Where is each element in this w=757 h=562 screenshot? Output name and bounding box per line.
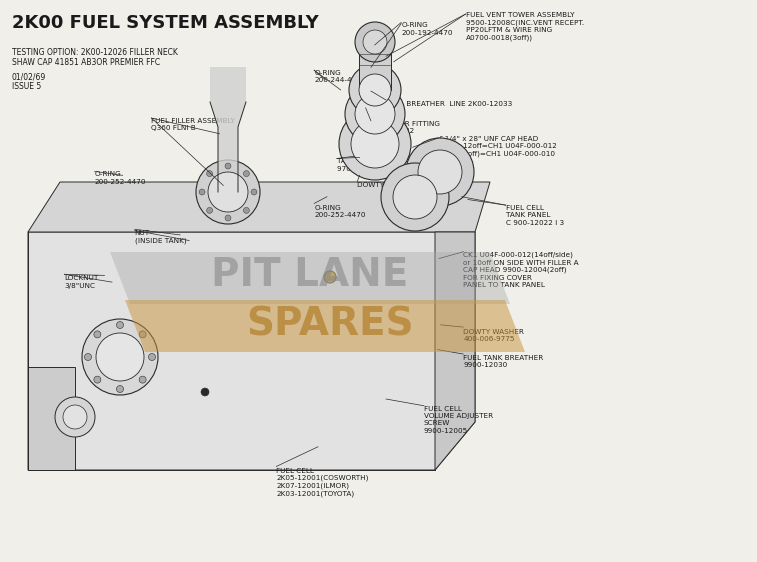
Circle shape [207, 171, 213, 176]
Circle shape [208, 172, 248, 212]
Circle shape [359, 74, 391, 106]
Text: O-RING
200-252-4470: O-RING 200-252-4470 [95, 171, 146, 185]
Circle shape [345, 84, 405, 144]
Text: 01/02/69: 01/02/69 [12, 72, 46, 81]
Circle shape [139, 331, 146, 338]
Circle shape [393, 175, 437, 219]
Text: O-RING
200-244-4470: O-RING 200-244-4470 [314, 70, 366, 84]
Text: 2K00 FUEL SYSTEM ASSEMBLY: 2K00 FUEL SYSTEM ASSEMBLY [12, 14, 319, 32]
Text: FUEL CELL
VOLUME ADJUSTER
SCREW
9900-12005: FUEL CELL VOLUME ADJUSTER SCREW 9900-120… [424, 406, 493, 433]
Circle shape [199, 189, 205, 195]
Text: FUEL BREATHER  LINE 2K00-12033: FUEL BREATHER LINE 2K00-12033 [386, 101, 512, 107]
Circle shape [225, 215, 231, 221]
Text: BREATHER FITTING
9900-12032: BREATHER FITTING 9900-12032 [371, 121, 440, 134]
Circle shape [225, 163, 231, 169]
Circle shape [381, 163, 449, 231]
Circle shape [201, 388, 209, 396]
Circle shape [148, 353, 155, 360]
Circle shape [351, 120, 399, 168]
Text: O-RING
200-252-4470: O-RING 200-252-4470 [314, 205, 366, 219]
Circle shape [85, 353, 92, 360]
Circle shape [355, 22, 395, 62]
Circle shape [349, 64, 401, 116]
Circle shape [196, 160, 260, 224]
Text: DOWTY WASHER
400-006-9775: DOWTY WASHER 400-006-9775 [463, 329, 524, 342]
Polygon shape [28, 182, 490, 232]
Text: PIT LANE: PIT LANE [211, 256, 409, 294]
Circle shape [207, 207, 213, 214]
Polygon shape [435, 232, 475, 470]
Text: FUEL CELL
2K05-12001(COSWORTH)
2K07-12001(ILMOR)
2K03-12001(TOYOTA): FUEL CELL 2K05-12001(COSWORTH) 2K07-1200… [276, 468, 369, 497]
Circle shape [406, 138, 474, 206]
Text: FUEL FILLER ASSEMBLY
Q360 FLNI B: FUEL FILLER ASSEMBLY Q360 FLNI B [151, 118, 235, 132]
Text: ISSUE 5: ISSUE 5 [12, 82, 41, 91]
Polygon shape [28, 367, 75, 470]
Circle shape [339, 108, 411, 180]
Circle shape [55, 397, 95, 437]
Text: &1/4" x 28" UNF CAP HEAD
3/4"lg 12off=CH1 U04F-000-012
5/8"lg 2off)=CH1 U04F-000: &1/4" x 28" UNF CAP HEAD 3/4"lg 12off=CH… [439, 136, 557, 157]
Text: SHAW CAP 41851 AB3OR PREMIER FFC: SHAW CAP 41851 AB3OR PREMIER FFC [12, 58, 160, 67]
Text: SPARES: SPARES [246, 305, 414, 343]
Polygon shape [110, 252, 510, 304]
Polygon shape [359, 42, 391, 90]
Text: NUT
(INSIDE TANK): NUT (INSIDE TANK) [135, 230, 186, 244]
Polygon shape [125, 300, 525, 352]
Circle shape [324, 271, 336, 283]
Text: FUEL CELL
TANK PANEL
C 900-12022 I 3: FUEL CELL TANK PANEL C 900-12022 I 3 [506, 205, 564, 225]
Polygon shape [28, 232, 475, 470]
Text: DOWTY WASHER 400-006-9775: DOWTY WASHER 400-006-9775 [357, 182, 472, 188]
Circle shape [96, 333, 144, 381]
Circle shape [244, 207, 249, 214]
Circle shape [117, 386, 123, 392]
Circle shape [355, 94, 395, 134]
Circle shape [63, 405, 87, 429]
Text: O-RING
200-192-4470: O-RING 200-192-4470 [401, 22, 453, 36]
Circle shape [244, 171, 249, 176]
Circle shape [117, 321, 123, 329]
Circle shape [251, 189, 257, 195]
Circle shape [94, 331, 101, 338]
Text: CK1 U04F-000-012(14off/side)
or 10off ON SIDE WITH FILLER A
CAP HEAD 9900-12004(: CK1 U04F-000-012(14off/side) or 10off ON… [463, 252, 579, 288]
Circle shape [139, 376, 146, 383]
Circle shape [82, 319, 158, 395]
Circle shape [418, 150, 462, 194]
Circle shape [94, 376, 101, 383]
Text: TESTING OPTION: 2K00-12026 FILLER NECK: TESTING OPTION: 2K00-12026 FILLER NECK [12, 48, 178, 57]
Text: FUEL VENT TOWER ASSEMBLY
9500-12008C(INC.VENT RECEPT.
PP20LFTM & WIRE RING
A0700: FUEL VENT TOWER ASSEMBLY 9500-12008C(INC… [466, 12, 584, 41]
Text: FUEL TANK BREATHER
9900-12030: FUEL TANK BREATHER 9900-12030 [463, 355, 544, 369]
Circle shape [363, 30, 387, 54]
Text: LOCKNUT
3/8"UNC: LOCKNUT 3/8"UNC [64, 275, 98, 289]
Text: TANK TOP
9700-12025 I 2: TANK TOP 9700-12025 I 2 [337, 158, 392, 172]
